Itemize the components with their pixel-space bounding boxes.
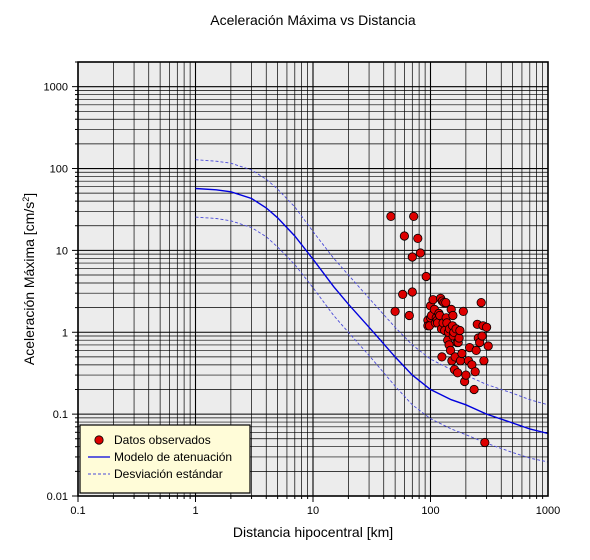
data-point	[404, 310, 414, 321]
data-point	[407, 287, 417, 297]
data-point	[437, 352, 447, 362]
y-axis-label: Aceleración Máxima [cm/s2]	[21, 193, 37, 365]
data-point	[483, 341, 493, 351]
x-axis-label: Distancia hipocentral [km]	[233, 524, 393, 540]
data-point	[470, 367, 480, 377]
data-point	[421, 271, 431, 282]
data-point	[386, 211, 396, 221]
legend: Datos observados Modelo de atenuación De…	[79, 424, 251, 494]
x-tick-label: 10	[307, 505, 319, 517]
data-point	[390, 306, 400, 316]
chart-title: Aceleración Máxima vs Distancia	[210, 12, 416, 28]
y-tick-label: 100	[50, 164, 68, 176]
x-tick-label: 1000	[536, 505, 560, 517]
y-axis-label-tail: ]	[21, 193, 37, 197]
data-point	[479, 356, 489, 366]
data-point	[477, 331, 487, 341]
y-tick-label: 1000	[44, 82, 68, 94]
curves	[195, 159, 549, 463]
data-point	[398, 289, 408, 299]
data-point	[407, 252, 417, 262]
x-tick-label: 1	[192, 505, 198, 517]
legend-label-points: Datos observados	[114, 433, 211, 447]
data-point	[481, 322, 492, 332]
x-tick-label: 0.1	[70, 505, 85, 517]
y-tick-label: 0.01	[47, 491, 68, 503]
legend-box	[79, 424, 251, 494]
data-point	[457, 348, 467, 359]
data-point	[469, 384, 479, 395]
legend-label-std: Desviación estándar	[114, 467, 223, 481]
data-point	[454, 333, 464, 343]
data-point	[409, 211, 419, 221]
grid	[77, 61, 548, 497]
data-point	[476, 297, 486, 308]
data-point	[448, 310, 458, 321]
data-point	[399, 231, 409, 241]
y-axis-label-superscript: 2	[21, 197, 31, 202]
data-point	[445, 345, 456, 355]
y-axis-label-main: Aceleración Máxima [cm/s	[21, 202, 37, 365]
std-deviation-line	[195, 159, 549, 406]
y-tick-label: 0.1	[53, 409, 68, 421]
attenuation-model-line	[195, 187, 549, 435]
data-point	[428, 295, 438, 305]
data-point	[458, 306, 468, 316]
data-point	[415, 248, 425, 258]
x-tick-label: 100	[421, 505, 439, 517]
data-point	[471, 345, 481, 355]
data-point	[461, 370, 471, 380]
data-point	[480, 437, 490, 448]
plot-frame	[77, 61, 549, 497]
legend-label-model: Modelo de atenuación	[114, 450, 232, 464]
data-point	[413, 233, 423, 243]
y-tick-label: 1	[62, 327, 68, 339]
data-point	[455, 325, 465, 336]
data-points	[386, 211, 493, 448]
data-point	[441, 297, 451, 308]
data-point	[452, 368, 463, 378]
y-tick-label: 10	[56, 245, 68, 257]
legend-marker-points	[94, 435, 104, 445]
std-deviation-line	[195, 216, 549, 463]
